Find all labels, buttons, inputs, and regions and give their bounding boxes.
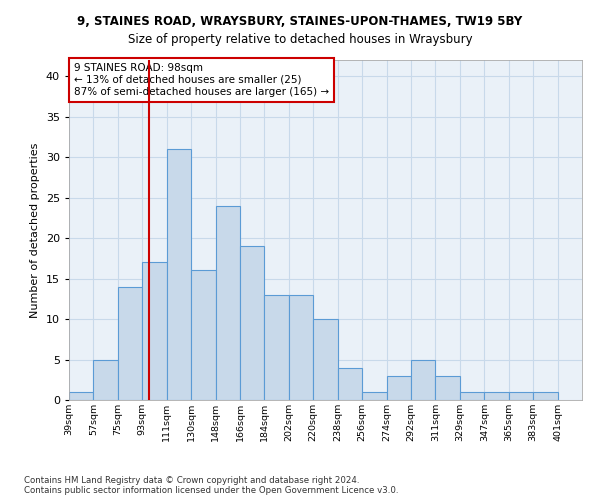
Bar (167, 149, 191, 400)
Bar (142, 262, 167, 400)
Text: 9 STAINES ROAD: 98sqm
← 13% of detached houses are smaller (25)
87% of semi-deta: 9 STAINES ROAD: 98sqm ← 13% of detached … (74, 64, 329, 96)
Bar (240, 246, 265, 400)
Bar (386, 376, 411, 400)
Text: Size of property relative to detached houses in Wraysbury: Size of property relative to detached ho… (128, 32, 472, 46)
Bar (118, 286, 142, 400)
Bar (69, 392, 94, 400)
Bar (265, 295, 289, 400)
Bar (94, 360, 118, 400)
Bar (436, 376, 460, 400)
Bar (191, 270, 215, 400)
Text: 9, STAINES ROAD, WRAYSBURY, STAINES-UPON-THAMES, TW19 5BY: 9, STAINES ROAD, WRAYSBURY, STAINES-UPON… (77, 15, 523, 28)
Bar (362, 392, 386, 400)
Bar (460, 392, 484, 400)
Bar (289, 295, 313, 400)
Text: Contains HM Land Registry data © Crown copyright and database right 2024.
Contai: Contains HM Land Registry data © Crown c… (24, 476, 398, 495)
Bar (533, 392, 557, 400)
Y-axis label: Number of detached properties: Number of detached properties (30, 142, 40, 318)
Bar (338, 368, 362, 400)
Bar (411, 360, 436, 400)
Bar (313, 319, 338, 400)
Bar (509, 392, 533, 400)
Bar (215, 206, 240, 400)
Bar (484, 392, 509, 400)
